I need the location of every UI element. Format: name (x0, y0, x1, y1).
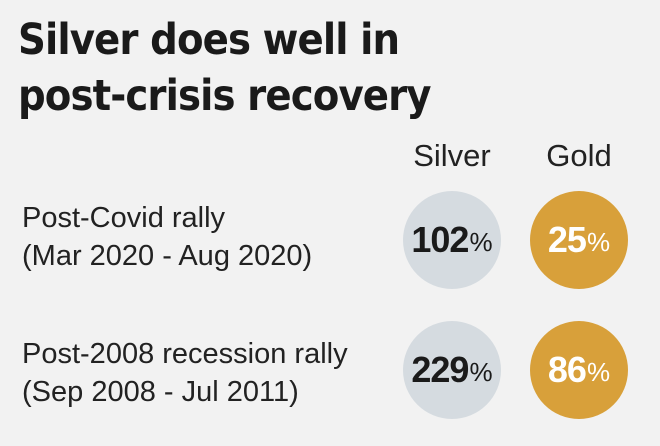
silver-value-bubble-post-2008: 229% (403, 321, 501, 419)
title-line-2: post-crisis recovery (18, 71, 432, 121)
percent-sign: % (469, 226, 493, 257)
row-period-text: (Sep 2008 - Jul 2011) (22, 376, 299, 408)
title-line-1: Silver does well in (18, 15, 400, 65)
percent-sign: % (469, 356, 493, 387)
value-number: 25 (547, 219, 587, 260)
value-number: 102 (411, 219, 469, 260)
column-header-silver: Silver (413, 138, 491, 173)
silver-value-bubble-post-covid: 102% (403, 191, 501, 289)
row-label-post-covid: Post-Covid rally (Mar 2020 - Aug 2020) (22, 199, 312, 275)
row-label-text: Post-2008 recession rally (22, 338, 348, 370)
percent-sign: % (586, 356, 611, 387)
gold-value-bubble-post-2008: 86% (530, 321, 628, 419)
chart-title: Silver does well in post-crisis recovery (18, 12, 576, 124)
column-header-gold: Gold (546, 138, 612, 173)
row-period-text: (Mar 2020 - Aug 2020) (22, 240, 313, 272)
row-label-text: Post-Covid rally (22, 202, 226, 234)
value-number: 86 (547, 349, 587, 390)
percent-sign: % (586, 226, 611, 257)
value-number: 229 (411, 349, 469, 390)
row-label-post-2008: Post-2008 recession rally (Sep 2008 - Ju… (22, 335, 348, 411)
gold-value-bubble-post-covid: 25% (530, 191, 628, 289)
